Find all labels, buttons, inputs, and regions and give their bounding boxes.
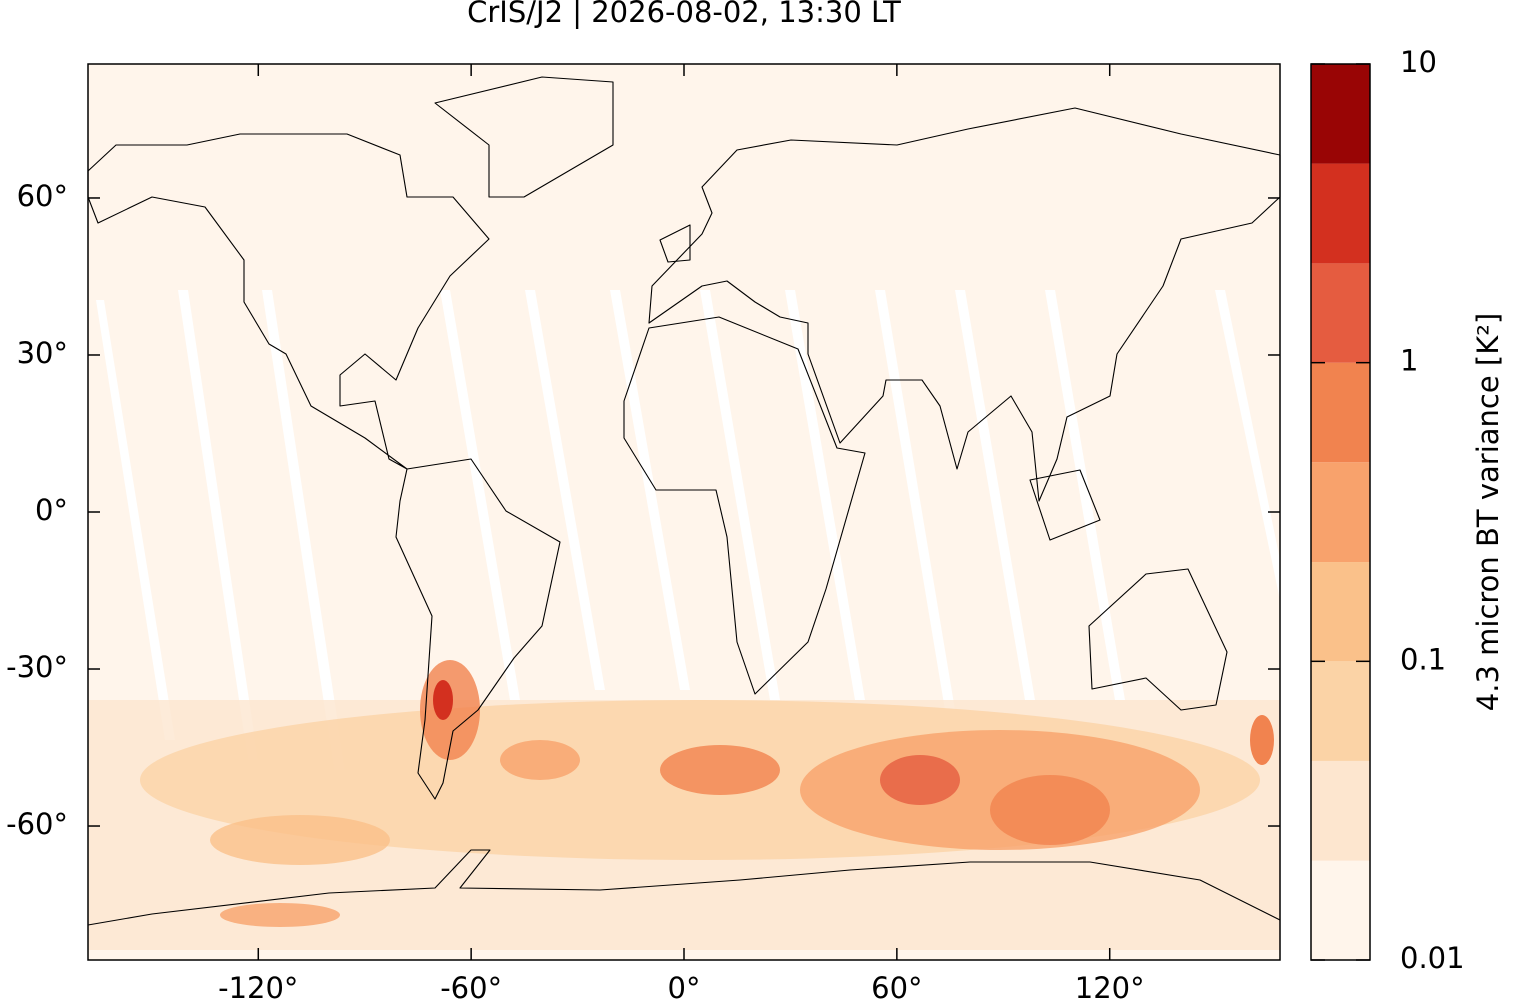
colorbar-tick-label: 0.01 (1400, 941, 1465, 975)
y-tick-label: 0° (35, 493, 68, 527)
y-tick-label: 30° (17, 336, 68, 370)
y-tick-label: -60° (6, 807, 68, 841)
colorbar-band (1311, 760, 1370, 861)
colorbar-tick-label: 1 (1400, 344, 1418, 378)
colorbar-tick-label: 10 (1400, 45, 1437, 79)
y-tick-label: 60° (17, 179, 68, 213)
variance-field (88, 660, 1280, 950)
coastlines (87, 76, 1281, 926)
colorbar-band (1311, 860, 1370, 960)
swath-gaps (96, 290, 1280, 770)
x-tick-label: -60° (440, 971, 502, 1002)
colorbar-band (1311, 362, 1370, 463)
colorbar-frame (1310, 63, 1371, 961)
colorbar-band (1311, 462, 1370, 563)
x-tick-label: 60° (871, 971, 922, 1002)
x-tick-label: 120° (1075, 971, 1145, 1002)
y-tick-label: -30° (6, 650, 68, 684)
colorbar-band (1311, 64, 1370, 164)
colorbar-band (1311, 562, 1370, 662)
x-tick-label: -120° (218, 971, 298, 1002)
chart-title: CrIS/J2 | 2026-08-02, 13:30 LT (467, 0, 901, 29)
colorbar-band (1311, 163, 1370, 264)
x-tick-label: 0° (668, 971, 701, 1002)
colorbar-band (1311, 661, 1370, 761)
colorbar-band (1311, 263, 1370, 363)
colorbar-tick-label: 0.1 (1400, 642, 1446, 676)
colorbar-label: 4.3 micron BT variance [K²] (1471, 313, 1505, 711)
